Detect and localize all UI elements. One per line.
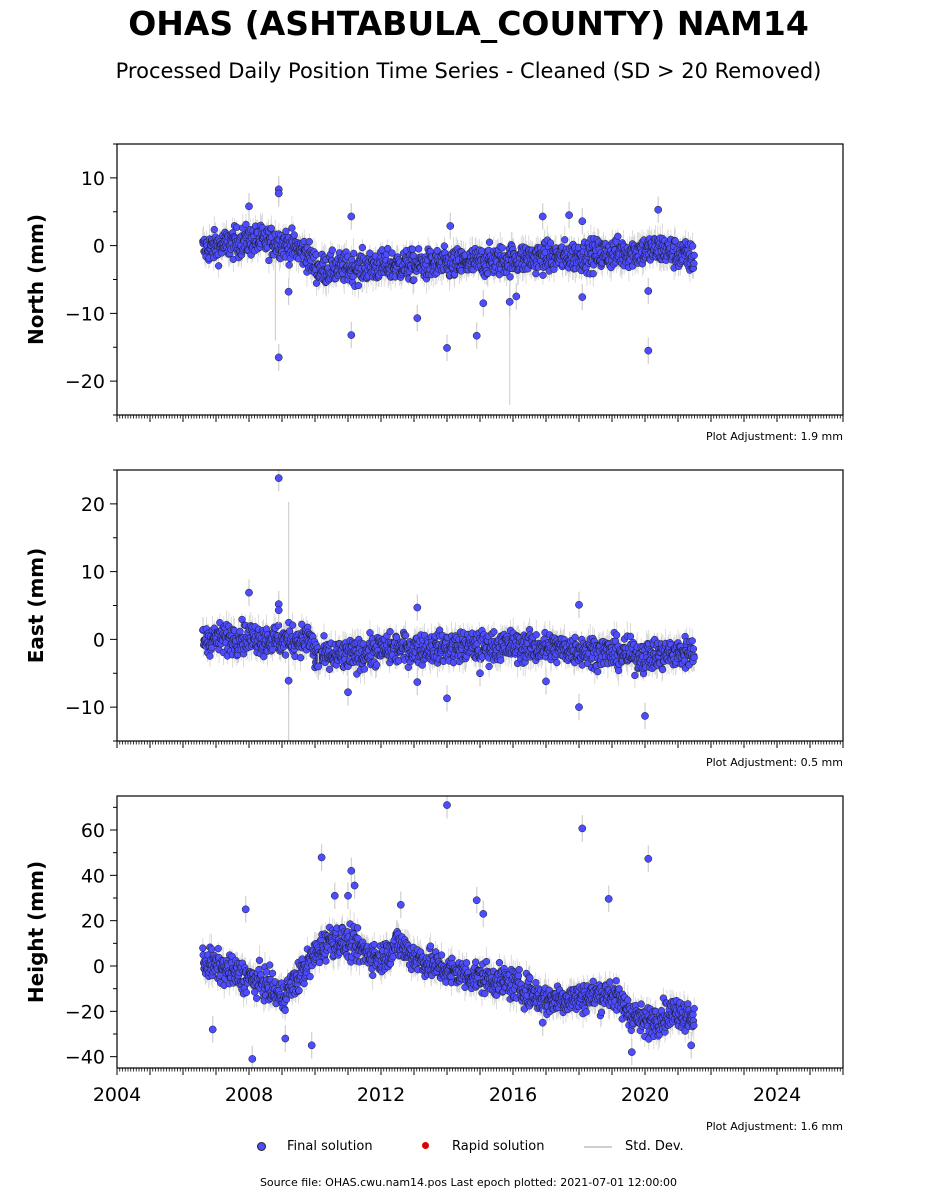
north-ytick-label: 0 [93, 236, 105, 258]
east-point [449, 659, 458, 667]
north-point [671, 237, 679, 245]
east-point [320, 632, 328, 640]
east-point [490, 628, 498, 636]
north-point [498, 244, 506, 252]
north-outlier-point [538, 212, 547, 221]
north-outlier-point [446, 222, 455, 230]
north-point [614, 232, 622, 240]
north-point [539, 271, 547, 279]
east-data-layer [199, 470, 698, 741]
north-point [689, 242, 697, 250]
north-outlier-point [512, 292, 521, 301]
north-point [282, 227, 290, 235]
north-point [290, 231, 298, 239]
north-point [312, 279, 321, 287]
north-ytick-label: −20 [65, 371, 105, 393]
north-outlier-point [578, 217, 587, 226]
east-point [298, 620, 306, 628]
north-point [285, 261, 293, 269]
north-point [210, 225, 218, 234]
north-point [589, 270, 597, 278]
east-point [366, 629, 374, 637]
north-point [532, 270, 540, 278]
north-plot-adjustment: Plot Adjustment: 1.9 mm [706, 430, 843, 443]
north-point [384, 244, 392, 253]
north-ytick-label: 10 [81, 168, 105, 190]
north-outlier-point [654, 205, 663, 214]
east-point [496, 656, 505, 664]
north-frame [116, 143, 844, 416]
north-point [388, 249, 396, 257]
north-point [242, 220, 250, 229]
north-outlier-point [284, 287, 293, 296]
north-outlier-point [413, 314, 422, 322]
north-outlier-point [578, 293, 587, 301]
north-point [305, 237, 313, 246]
page-title: OHAS (ASHTABULA_COUNTY) NAM14 [128, 4, 809, 43]
east-point [281, 651, 290, 659]
east-point [360, 665, 369, 673]
north-point [414, 245, 423, 253]
north-point [214, 262, 223, 270]
north-point [506, 273, 514, 281]
north-point [233, 223, 241, 231]
north-outlier-point [274, 353, 283, 362]
north-point [350, 249, 358, 258]
east-point [206, 652, 214, 660]
north-point [265, 256, 273, 265]
page-subtitle: Processed Daily Position Time Series - C… [115, 59, 822, 83]
north-point [485, 238, 494, 246]
east-point [325, 665, 334, 673]
north-point [410, 276, 418, 284]
east-point [260, 652, 268, 661]
east-point [532, 631, 540, 639]
east-point [392, 633, 401, 642]
east-point [386, 627, 394, 636]
north-outlier-point [472, 331, 481, 340]
north-outlier-point [644, 287, 653, 295]
north-outlier-point [443, 344, 451, 352]
north-point [561, 236, 569, 244]
east-markers [199, 470, 698, 730]
north-outlier-point [644, 346, 653, 355]
east-point [296, 654, 305, 662]
north-data-layer [199, 176, 698, 405]
north-ytick-label: −10 [65, 303, 105, 325]
north-point [288, 224, 296, 232]
north-point [358, 243, 367, 252]
east-point [401, 631, 410, 640]
north-point [354, 281, 363, 290]
north-point [440, 242, 449, 250]
north-outlier-point [565, 211, 573, 219]
north-outlier-point [347, 331, 356, 339]
north-outlier-point [347, 212, 356, 221]
north-point [546, 239, 555, 247]
east-point [236, 627, 244, 636]
north-outlier-point [479, 299, 488, 308]
east-point [553, 658, 561, 667]
east-point [485, 662, 493, 671]
north-outlier-point [505, 298, 514, 306]
north-ylabel: North (mm) [24, 214, 48, 345]
east-point [289, 621, 297, 629]
east-point [268, 645, 277, 654]
east-std-lines [202, 501, 695, 741]
north-point [690, 259, 698, 268]
north-panel: −20 −10 0 10 North (mm) Plot Adjustment: 1.9 … [24, 143, 844, 443]
north-point [690, 251, 698, 260]
east-point [372, 661, 381, 669]
north-outlier-point [274, 189, 283, 198]
north-point [267, 224, 275, 232]
north-markers [199, 176, 698, 371]
north-point [328, 246, 336, 254]
north-outlier-point [245, 202, 253, 211]
